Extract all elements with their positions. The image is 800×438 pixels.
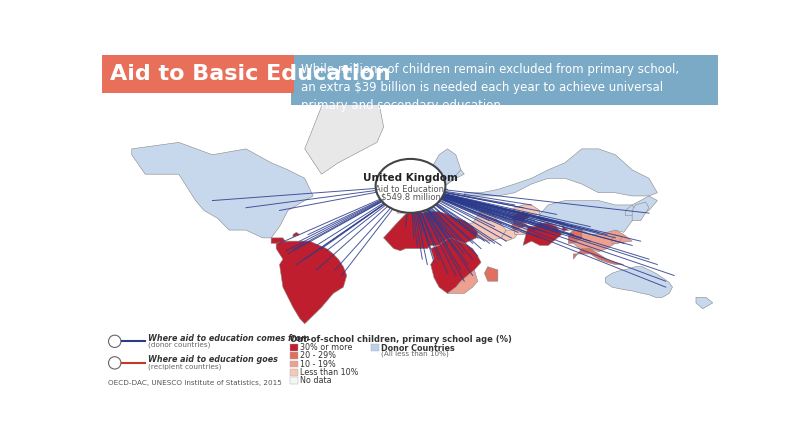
Text: Aid to Basic Education: Aid to Basic Education	[110, 64, 391, 84]
Polygon shape	[406, 178, 414, 193]
Polygon shape	[293, 232, 300, 237]
Text: No data: No data	[300, 377, 331, 385]
Polygon shape	[485, 267, 498, 281]
FancyBboxPatch shape	[371, 344, 379, 350]
Polygon shape	[422, 149, 461, 189]
FancyBboxPatch shape	[290, 344, 298, 350]
Polygon shape	[514, 223, 565, 235]
FancyBboxPatch shape	[290, 369, 298, 376]
Text: Where aid to education comes from: Where aid to education comes from	[148, 334, 310, 343]
Polygon shape	[132, 142, 313, 238]
Polygon shape	[574, 249, 624, 265]
Circle shape	[109, 335, 121, 347]
Polygon shape	[430, 238, 481, 293]
FancyBboxPatch shape	[291, 55, 718, 105]
Polygon shape	[696, 297, 713, 309]
Polygon shape	[626, 205, 635, 215]
Polygon shape	[506, 205, 540, 218]
Polygon shape	[574, 230, 632, 252]
Polygon shape	[511, 221, 528, 230]
Polygon shape	[511, 212, 531, 221]
FancyBboxPatch shape	[102, 55, 294, 93]
Polygon shape	[540, 196, 658, 235]
FancyBboxPatch shape	[290, 360, 298, 367]
Text: Where aid to education goes: Where aid to education goes	[148, 355, 278, 364]
Text: Out-of-school children, primary school age (%): Out-of-school children, primary school a…	[290, 335, 512, 344]
Polygon shape	[562, 226, 568, 230]
Polygon shape	[276, 241, 346, 324]
Polygon shape	[384, 212, 478, 243]
Circle shape	[109, 357, 121, 369]
Polygon shape	[468, 210, 506, 241]
Polygon shape	[612, 235, 622, 243]
Polygon shape	[606, 267, 673, 297]
Polygon shape	[271, 238, 288, 245]
Polygon shape	[464, 149, 658, 196]
Text: Aid to Education:: Aid to Education:	[374, 185, 446, 194]
Text: $549.8 million: $549.8 million	[381, 192, 441, 201]
Text: Less than 10%: Less than 10%	[300, 368, 358, 377]
Polygon shape	[568, 230, 582, 243]
Text: (donor countries): (donor countries)	[148, 342, 210, 348]
Polygon shape	[447, 270, 478, 293]
Text: 10 - 19%: 10 - 19%	[300, 360, 336, 368]
Text: While millions of children remain excluded from primary school,
an extra $39 bil: While millions of children remain exclud…	[301, 63, 679, 112]
Text: Donor Countries: Donor Countries	[382, 344, 455, 353]
FancyBboxPatch shape	[290, 378, 298, 385]
Polygon shape	[305, 75, 384, 174]
Text: United Kingdom: United Kingdom	[363, 173, 458, 183]
Text: 30% or more: 30% or more	[300, 343, 352, 352]
Polygon shape	[501, 226, 523, 241]
FancyBboxPatch shape	[290, 352, 298, 359]
Text: (recipient countries): (recipient countries)	[148, 364, 222, 370]
Text: 20 - 29%: 20 - 29%	[300, 351, 336, 360]
Polygon shape	[523, 223, 562, 245]
Polygon shape	[384, 212, 478, 251]
Text: OECD-DAC, UNESCO Institute of Statistics, 2015: OECD-DAC, UNESCO Institute of Statistics…	[108, 380, 282, 386]
Ellipse shape	[376, 159, 446, 213]
Polygon shape	[397, 163, 464, 213]
Text: (All less than 10%): (All less than 10%)	[382, 350, 449, 357]
Polygon shape	[632, 202, 649, 221]
